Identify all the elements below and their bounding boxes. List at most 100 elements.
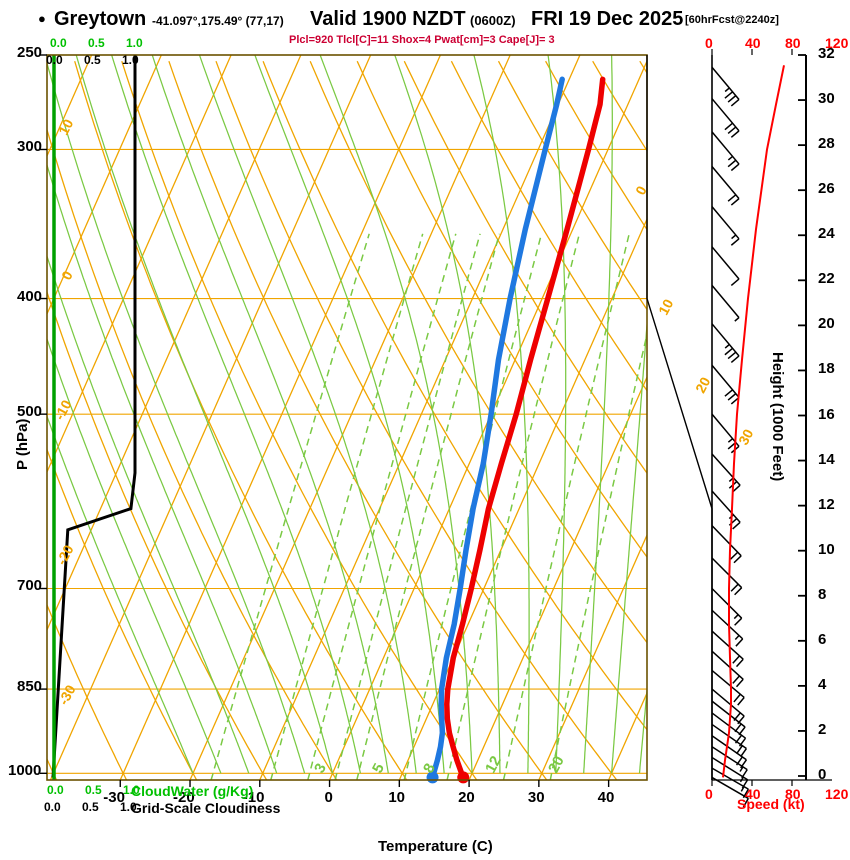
cloudiness-tick-bot-1: 0.5 (82, 800, 99, 814)
wind-barb (711, 323, 740, 363)
wind-barb (711, 688, 745, 725)
wind-barb (711, 735, 748, 769)
wind-barb (711, 364, 740, 405)
pressure-tick-850: 850 (17, 678, 43, 696)
height-tick-8: 8 (818, 585, 827, 603)
speed-tick-top-40: 40 (745, 35, 761, 51)
wind-barb (711, 557, 743, 596)
cloudwater-tick-bot-0: 0.0 (47, 783, 64, 797)
speed-tick-top-120: 120 (825, 35, 849, 51)
speed-tick-bot-40: 40 (745, 786, 761, 802)
sounding-parameters: Plcl=920 Tlcl[C]=11 Shox=4 Pwat[cm]=3 Ca… (289, 34, 555, 46)
cloudiness-tick-top-2: 1.0 (122, 53, 139, 67)
pressure-tick-300: 300 (17, 138, 43, 156)
plot-frame (46, 54, 648, 781)
speed-tick-top-0: 0 (705, 35, 713, 51)
isopleth-grid (47, 55, 647, 780)
cloudiness-tick-bot-2: 1.0 (120, 800, 137, 814)
temperature-tick-30: 30 (527, 789, 545, 806)
temperature-tick-20: 20 (458, 789, 475, 806)
speed-axis-title: Speed (kt) (737, 796, 805, 812)
valid-time-zulu: (0600Z) (470, 13, 516, 28)
height-tick-18: 18 (818, 360, 835, 378)
pressure-tick-400: 400 (17, 287, 43, 305)
speed-tick-bot-0: 0 (705, 786, 713, 802)
valid-time: Valid 1900 NZDT (310, 8, 466, 30)
height-tick-12: 12 (818, 495, 835, 513)
wind-column-boundary (646, 55, 713, 780)
wind-barb (711, 98, 740, 138)
height-tick-24: 24 (818, 225, 835, 243)
cloudiness-tick-top-0: 0.0 (46, 53, 63, 67)
temperature-tick-0: 0 (324, 789, 333, 806)
speed-axis-panel (711, 49, 832, 786)
height-axis-title: Height (1000 Feet) (769, 352, 786, 482)
wind-barb (711, 767, 750, 799)
wind-barb-column (646, 55, 750, 808)
wind-barb (711, 206, 740, 246)
dewpoint-curve (429, 76, 565, 780)
wind-barb (711, 587, 743, 626)
station-bullet-icon: ● (38, 11, 46, 26)
pressure-tick-250: 250 (17, 44, 43, 61)
station-name: Greytown (54, 8, 147, 30)
temperature-tick-40: 40 (597, 789, 615, 806)
valid-date: FRI 19 Dec 2025 (531, 8, 684, 30)
wind-barb (711, 609, 744, 647)
height-tick-0: 0 (818, 766, 827, 783)
wind-barb (711, 165, 740, 206)
wind-barb (711, 776, 750, 808)
cloudwater-axis-title: CloudWater (g/Kg) (131, 783, 254, 799)
cloudiness-tick-bot-0: 0.0 (44, 800, 61, 814)
height-tick-28: 28 (818, 135, 835, 153)
wind-barb (711, 246, 740, 286)
cloudiness-curve (51, 55, 137, 778)
cloudwater-tick-bot-2: 1.0 (123, 783, 140, 797)
wind-barb (711, 746, 748, 779)
height-tick-30: 30 (818, 90, 835, 108)
wind-barb (711, 756, 749, 789)
height-tick-22: 22 (818, 270, 835, 288)
cloudwater-tick-top-1: 0.5 (88, 36, 105, 50)
height-tick-20: 20 (818, 315, 835, 333)
temperature-tick--20: -20 (173, 789, 195, 806)
height-tick-14: 14 (818, 450, 835, 468)
pressure-axis-title: P (hPa) (14, 418, 31, 470)
cloudwater-tick-bot-1: 0.5 (85, 783, 102, 797)
temperature-axis-title: Temperature (C) (378, 838, 493, 855)
wind-barb (711, 66, 740, 107)
speed-tick-bot-120: 120 (825, 786, 849, 802)
forecast-info: [60hrFcst@2240z] (685, 14, 779, 26)
wind-barb (711, 131, 740, 172)
height-tick-32: 32 (818, 45, 835, 62)
wind-barb (711, 525, 742, 564)
temperature-curve (444, 76, 606, 780)
pressure-tick-1000: 1000 (8, 762, 42, 780)
station-coords: -41.097°,175.49° (77,17) (152, 14, 284, 28)
height-tick-10: 10 (818, 540, 835, 558)
cloudiness-axis-title: Grid-Scale Cloudiness (131, 800, 281, 816)
wind-barb (711, 630, 744, 668)
wind-speed-curve (722, 65, 785, 778)
pressure-tick-700: 700 (17, 577, 43, 595)
cloudiness-tick-top-1: 0.5 (84, 53, 101, 67)
pressure-tick-500: 500 (17, 403, 43, 421)
height-tick-16: 16 (818, 405, 835, 423)
wind-barb (711, 669, 745, 706)
wind-barb (711, 650, 744, 688)
wind-barb (711, 490, 741, 530)
wind-barb (711, 453, 741, 493)
speed-tick-top-80: 80 (785, 35, 801, 51)
height-tick-2: 2 (818, 720, 827, 738)
height-tick-26: 26 (818, 180, 835, 198)
speed-tick-bot-80: 80 (785, 786, 801, 802)
temperature-tick--10: -10 (242, 789, 265, 806)
height-tick-4: 4 (818, 675, 827, 693)
temperature-tick-10: 10 (388, 789, 405, 806)
height-tick-6: 6 (818, 630, 827, 648)
wind-barb (711, 284, 740, 322)
surface-temperature-dot (457, 771, 470, 784)
cloudwater-tick-top-2: 1.0 (126, 36, 143, 50)
